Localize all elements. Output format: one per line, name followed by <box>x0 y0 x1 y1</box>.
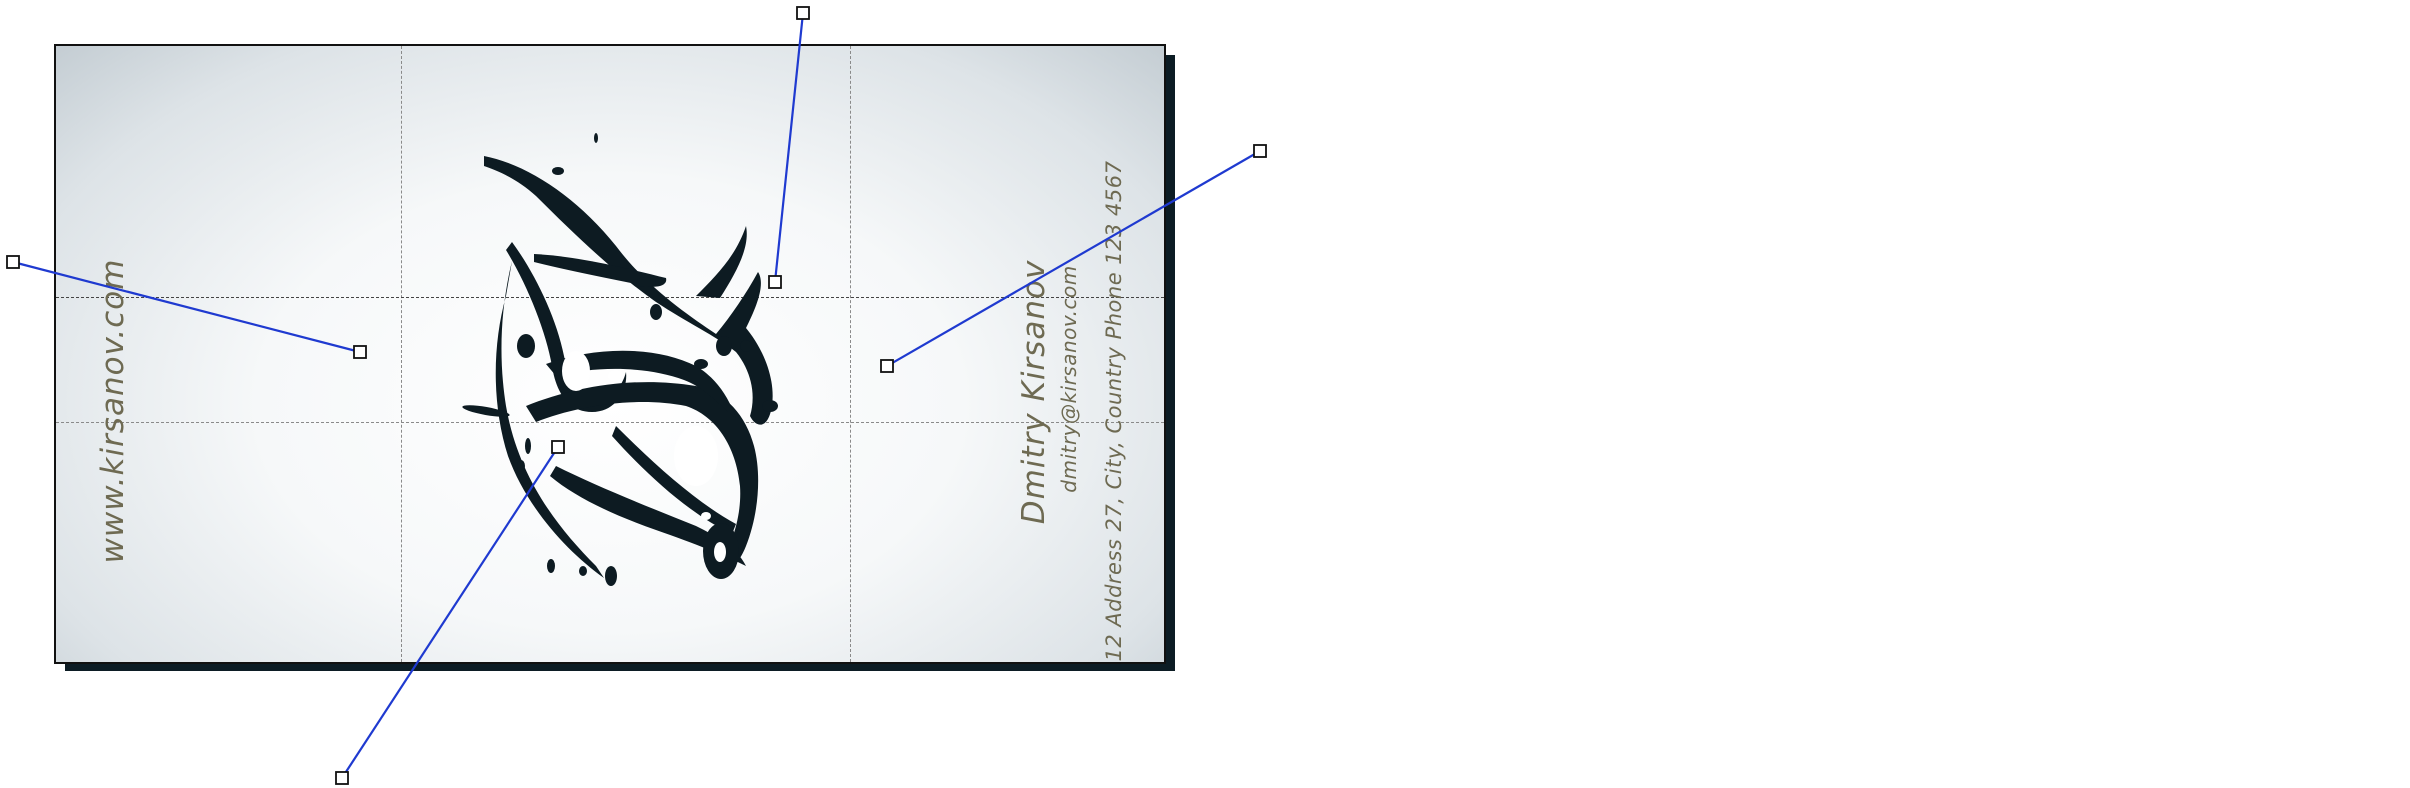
horizontal-guide-bottom[interactable] <box>56 422 1164 423</box>
card-name[interactable]: Dmitry Kirsanov <box>1016 259 1052 525</box>
handle-line-top[interactable] <box>773 12 805 283</box>
square-handle-icon[interactable] <box>551 440 565 454</box>
handle-line-left[interactable] <box>12 260 361 354</box>
handle-line-right[interactable] <box>886 150 1261 367</box>
square-handle-icon[interactable] <box>1253 144 1267 158</box>
handle-line-bottom[interactable] <box>341 446 559 779</box>
business-card[interactable]: www.kirsanov.com Dmitry Kirsanov dmitry@… <box>54 44 1166 664</box>
vertical-guide-right[interactable] <box>850 46 851 662</box>
card-website[interactable]: www.kirsanov.com <box>95 258 131 564</box>
square-handle-icon[interactable] <box>880 359 894 373</box>
square-handle-icon[interactable] <box>353 345 367 359</box>
horizontal-guide-top[interactable] <box>56 297 1164 298</box>
square-handle-icon[interactable] <box>335 771 349 785</box>
card-email[interactable]: dmitry@kirsanov.com <box>1057 265 1081 493</box>
ink-splatter-logo-icon[interactable] <box>56 46 1164 662</box>
square-handle-icon[interactable] <box>796 6 810 20</box>
square-handle-icon[interactable] <box>768 275 782 289</box>
square-handle-icon[interactable] <box>6 255 20 269</box>
vertical-guide-left[interactable] <box>401 46 402 662</box>
